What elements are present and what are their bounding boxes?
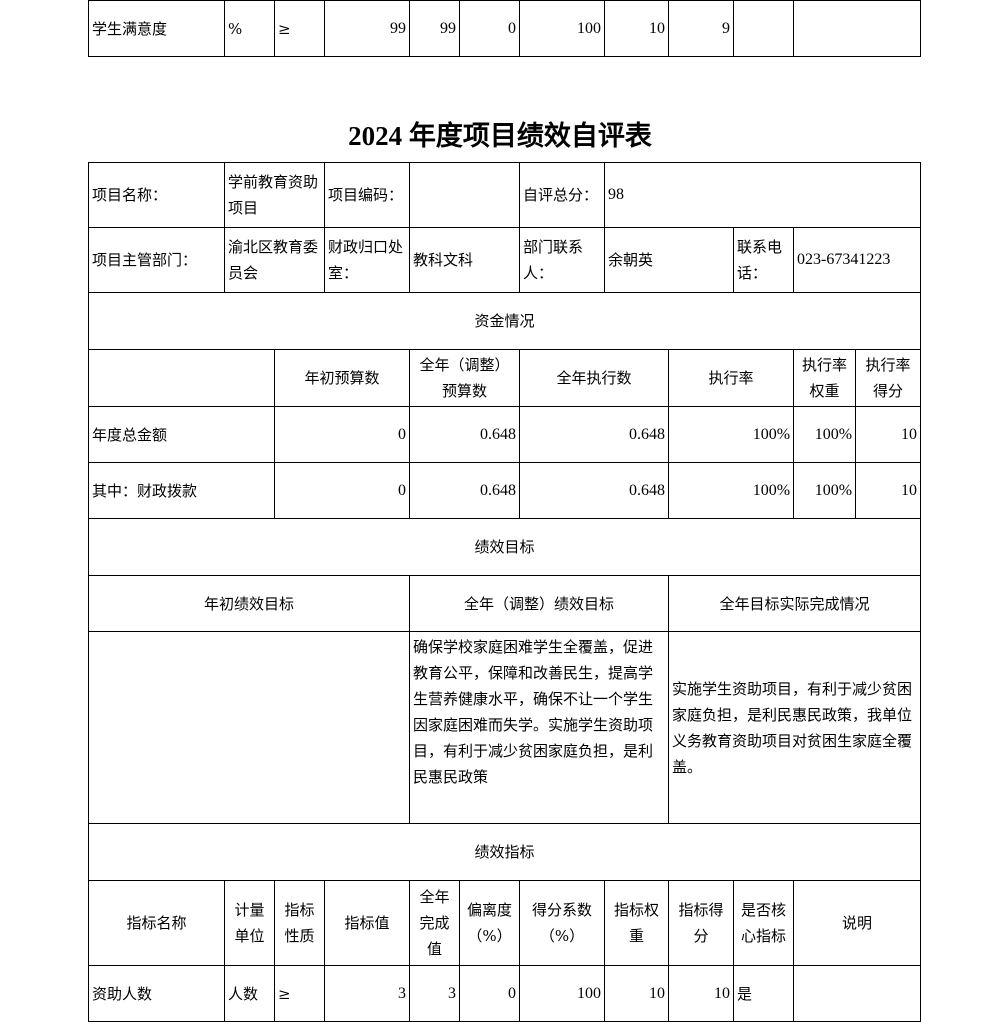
department: 渝北区教育委员会: [223, 227, 326, 293]
cell: [793, 0, 921, 57]
cell: 人数: [224, 965, 275, 1022]
cell: 学生满意度: [88, 0, 225, 57]
header: 全年执行数: [519, 349, 670, 407]
header: 执行率: [668, 349, 795, 407]
table-row: 资助人数 人数 ≥ 3 3 0 100 10 10 是: [88, 965, 922, 1022]
label: 项目名称：: [88, 162, 225, 228]
cell: [733, 0, 794, 57]
header: 是否核心指标: [733, 880, 795, 966]
header: 指标名称: [88, 880, 225, 966]
project-name: 学前教育资助项目: [223, 162, 326, 228]
cell: %: [224, 0, 275, 57]
label: 项目主管部门：: [88, 227, 225, 293]
contact: 余朝英: [604, 227, 735, 293]
cell: 100%: [793, 462, 857, 519]
cell: 10: [855, 462, 922, 519]
section-header: 绩效指标: [87, 823, 922, 881]
cell: 10: [604, 0, 669, 57]
header: 得分系数（%）: [519, 880, 606, 966]
header: 执行率得分: [855, 349, 922, 407]
cell: 100%: [668, 462, 795, 519]
cell: 0.648: [519, 462, 670, 519]
table-row: 学生满意度 % ≥ 99 99 0 100 10 9: [88, 0, 921, 57]
label: 项目编码：: [324, 162, 411, 228]
header: 执行率权重: [793, 349, 857, 407]
header: 全年目标实际完成情况: [668, 575, 922, 632]
cell: [793, 965, 922, 1022]
header: 全年（调整）预算数: [409, 349, 521, 407]
header: 指标得分: [668, 880, 735, 966]
project-code: [409, 162, 521, 228]
cell: 0: [459, 0, 520, 57]
section-header: 绩效目标: [87, 518, 922, 576]
header: 年初预算数: [273, 349, 411, 407]
table-row: 项目主管部门： 渝北区教育委员会 财政归口处室： 教科文科 部门联系人： 余朝英…: [88, 227, 922, 293]
cell: 10: [855, 406, 922, 463]
header: 年初绩效目标: [87, 575, 411, 632]
cell: 10: [668, 965, 735, 1022]
header: 计量单位: [224, 880, 275, 966]
cell: 0: [273, 462, 411, 519]
cell: 年度总金额: [88, 406, 275, 463]
header: 偏离度（%）: [459, 880, 521, 966]
header: 指标值: [324, 880, 411, 966]
section-header: 资金情况: [87, 292, 922, 350]
table-row: 其中：财政拨款 0 0.648 0.648 100% 100% 10: [88, 462, 922, 519]
cell: ≥: [273, 965, 326, 1022]
header-row: 指标名称 计量单位 指标性质 指标值 全年完成值 偏离度（%） 得分系数（%） …: [88, 880, 922, 966]
office: 教科文科: [409, 227, 521, 293]
actual-completion: 实施学生资助项目，有利于减少贫困家庭负担，是利民惠民政策，我单位义务教育资助项目…: [668, 631, 922, 824]
initial-goal: [87, 631, 411, 824]
cell: 100%: [793, 406, 857, 463]
phone: 023-67341223: [793, 227, 922, 293]
cell: 9: [668, 0, 734, 57]
table-row: 年度总金额 0 0.648 0.648 100% 100% 10: [88, 406, 922, 463]
cell: 0.648: [409, 406, 521, 463]
label: 联系电话：: [733, 227, 795, 293]
header-row: 年初预算数 全年（调整）预算数 全年执行数 执行率 执行率权重 执行率得分: [88, 349, 922, 407]
table-row: 确保学校家庭困难学生全覆盖，促进教育公平，保障和改善民生，提高学生营养健康水平，…: [87, 631, 922, 824]
self-score: 98: [604, 162, 922, 228]
header: 全年完成值: [409, 880, 461, 966]
cell: 是: [733, 965, 795, 1022]
label: 财政归口处室：: [324, 227, 411, 293]
cell: 3: [409, 965, 461, 1022]
cell: 0.648: [409, 462, 521, 519]
label: 自评总分：: [519, 162, 606, 228]
cell: 0.648: [519, 406, 670, 463]
page-title: 2024 年度项目绩效自评表: [348, 121, 652, 151]
header: 全年（调整）绩效目标: [409, 575, 670, 632]
evaluation-table: 项目名称： 学前教育资助项目 项目编码： 自评总分： 98 项目主管部门： 渝北…: [87, 162, 922, 1022]
cell: 3: [324, 965, 411, 1022]
header: [88, 349, 275, 407]
cell: 99: [409, 0, 460, 57]
cell: 0: [459, 965, 521, 1022]
header-row: 年初绩效目标 全年（调整）绩效目标 全年目标实际完成情况: [87, 575, 922, 632]
cell: 其中：财政拨款: [88, 462, 275, 519]
header: 指标性质: [273, 880, 326, 966]
cell: 0: [273, 406, 411, 463]
label: 部门联系人：: [519, 227, 606, 293]
table-row: 项目名称： 学前教育资助项目 项目编码： 自评总分： 98: [88, 162, 922, 228]
adjusted-goal: 确保学校家庭困难学生全覆盖，促进教育公平，保障和改善民生，提高学生营养健康水平，…: [409, 631, 670, 824]
cell: 100%: [668, 406, 795, 463]
cell: 10: [604, 965, 670, 1022]
cell: 100: [519, 0, 605, 57]
header: 指标权重: [604, 880, 670, 966]
cell: 99: [324, 0, 410, 57]
cell: 资助人数: [88, 965, 225, 1022]
prev-indicator-table: 学生满意度 % ≥ 99 99 0 100 10 9: [88, 0, 921, 57]
header: 说明: [793, 880, 922, 966]
cell: 100: [519, 965, 606, 1022]
cell: ≥: [274, 0, 325, 57]
